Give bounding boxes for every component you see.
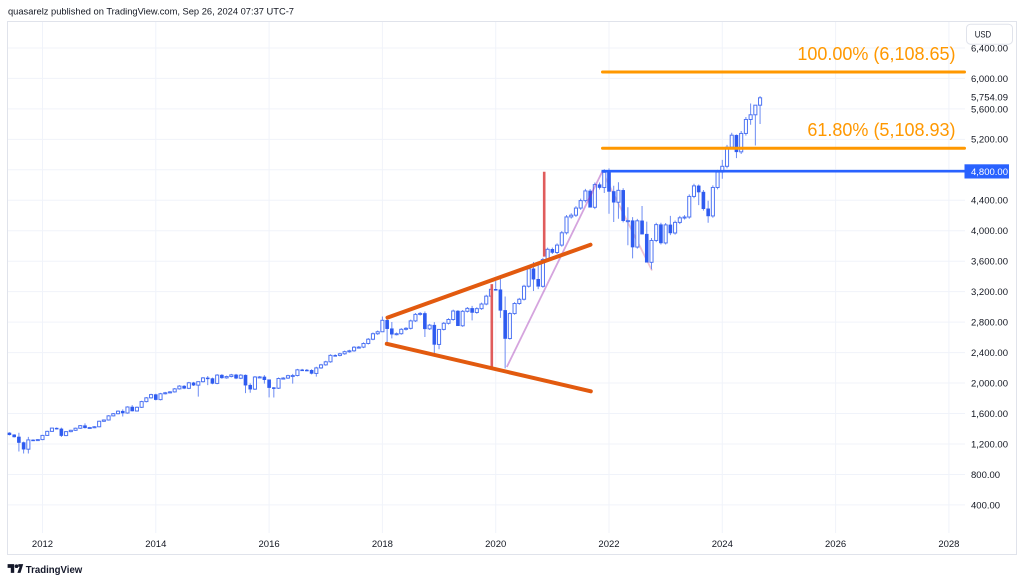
svg-text:2022: 2022 — [598, 539, 619, 550]
svg-text:2012: 2012 — [32, 539, 53, 550]
svg-text:5,754.09: 5,754.09 — [971, 93, 1008, 104]
svg-text:2020: 2020 — [485, 539, 506, 550]
svg-text:USD: USD — [975, 29, 992, 40]
svg-text:2024: 2024 — [712, 539, 733, 550]
svg-text:61.80% (5,108.93): 61.80% (5,108.93) — [807, 120, 955, 140]
svg-text:2018: 2018 — [372, 539, 393, 550]
svg-text:5,200.00: 5,200.00 — [971, 135, 1008, 146]
svg-text:2,800.00: 2,800.00 — [971, 318, 1008, 329]
svg-text:3,200.00: 3,200.00 — [971, 287, 1008, 298]
svg-text:2016: 2016 — [259, 539, 280, 550]
svg-text:4,400.00: 4,400.00 — [971, 196, 1008, 207]
svg-text:6,000.00: 6,000.00 — [971, 74, 1008, 85]
svg-text:2028: 2028 — [938, 539, 959, 550]
svg-text:2014: 2014 — [145, 539, 166, 550]
svg-text:3,600.00: 3,600.00 — [971, 257, 1008, 268]
svg-text:400.00: 400.00 — [971, 500, 1000, 511]
svg-text:1,200.00: 1,200.00 — [971, 439, 1008, 450]
svg-text:4,800.00: 4,800.00 — [971, 167, 1008, 178]
svg-text:1,600.00: 1,600.00 — [971, 409, 1008, 420]
svg-text:4,000.00: 4,000.00 — [971, 226, 1008, 237]
svg-text:quasarelz published on Trading: quasarelz published on TradingView.com, … — [8, 6, 294, 17]
svg-text:2,000.00: 2,000.00 — [971, 378, 1008, 389]
svg-text:2026: 2026 — [825, 539, 846, 550]
svg-text:2,400.00: 2,400.00 — [971, 348, 1008, 359]
svg-text:100.00% (6,108.65): 100.00% (6,108.65) — [797, 44, 955, 64]
svg-text:TradingView: TradingView — [26, 564, 83, 576]
svg-text:800.00: 800.00 — [971, 470, 1000, 481]
svg-text:5,600.00: 5,600.00 — [971, 104, 1008, 115]
svg-text:6,400.00: 6,400.00 — [971, 43, 1008, 54]
